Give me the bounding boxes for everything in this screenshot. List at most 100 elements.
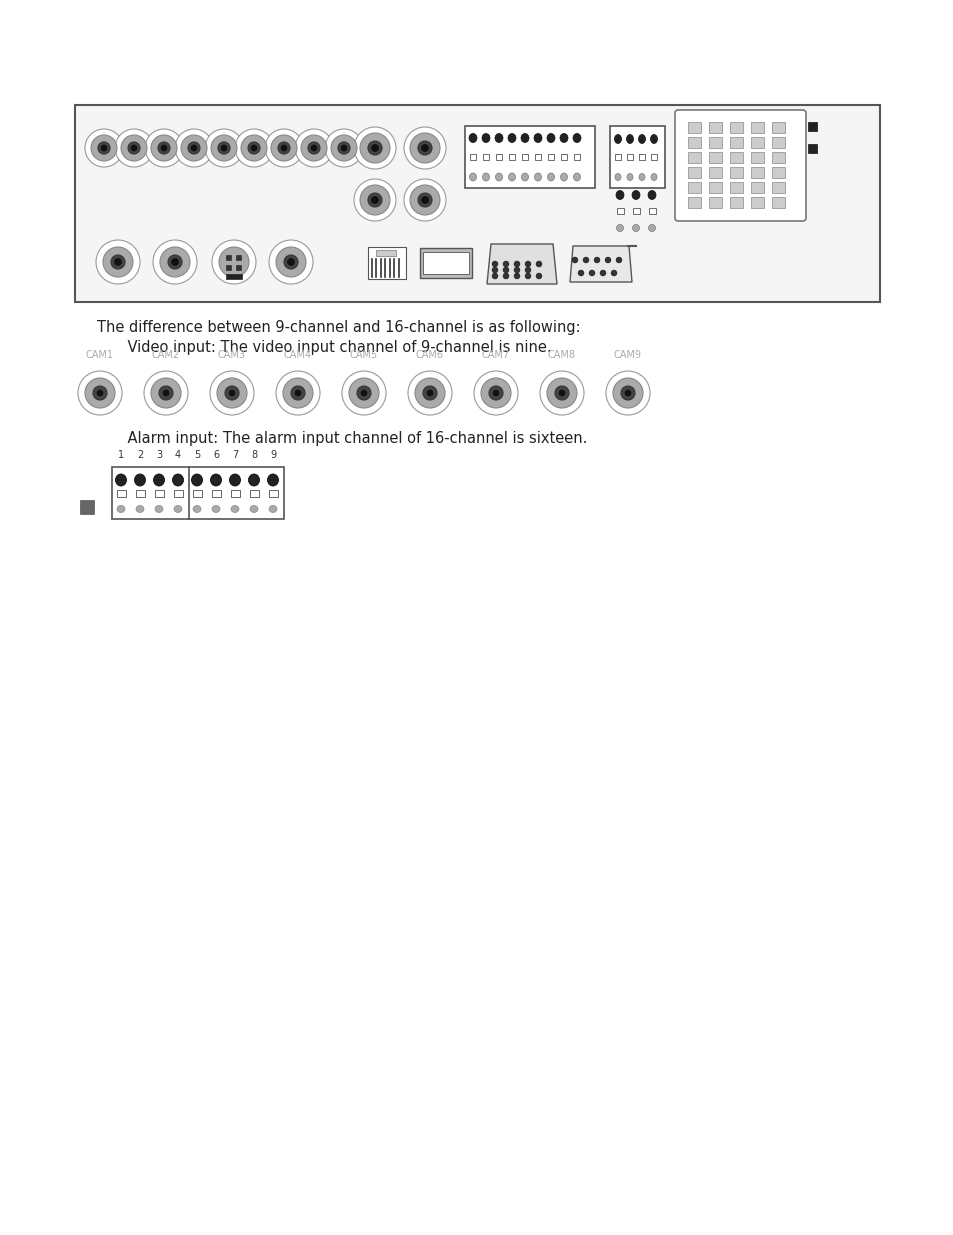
Ellipse shape (520, 133, 529, 142)
Circle shape (427, 390, 433, 396)
Circle shape (151, 135, 177, 161)
Circle shape (92, 387, 107, 400)
Circle shape (311, 144, 316, 151)
Circle shape (103, 247, 132, 277)
Bar (375, 249, 395, 256)
Circle shape (221, 144, 227, 151)
Circle shape (287, 258, 294, 266)
Bar (136, 490, 145, 496)
Circle shape (96, 240, 140, 284)
Bar (226, 254, 231, 261)
Text: CAM4: CAM4 (284, 350, 312, 359)
Circle shape (368, 193, 381, 207)
Bar (419, 248, 472, 278)
Circle shape (354, 127, 395, 169)
Bar (80, 500, 94, 514)
Text: Alarm input: The alarm input channel of 16-channel is sixteen.: Alarm input: The alarm input channel of … (109, 431, 587, 446)
Text: 3: 3 (155, 450, 162, 459)
Circle shape (403, 127, 446, 169)
Bar (648, 207, 656, 214)
Bar (75, 105, 879, 303)
Ellipse shape (153, 474, 164, 487)
Circle shape (294, 128, 333, 167)
Bar (154, 490, 164, 496)
Bar (422, 252, 469, 274)
Ellipse shape (481, 133, 490, 142)
Ellipse shape (172, 474, 183, 487)
Bar (771, 182, 784, 193)
Bar (112, 467, 284, 519)
Ellipse shape (632, 225, 639, 231)
Bar (368, 247, 406, 279)
Circle shape (152, 240, 196, 284)
Circle shape (558, 390, 564, 396)
Ellipse shape (615, 173, 620, 180)
Circle shape (539, 370, 583, 415)
Text: CAM1: CAM1 (86, 350, 113, 359)
Ellipse shape (521, 173, 528, 182)
Circle shape (408, 370, 452, 415)
Circle shape (174, 128, 213, 167)
Text: 6: 6 (213, 450, 219, 459)
Circle shape (588, 270, 595, 275)
Circle shape (241, 135, 267, 161)
Circle shape (514, 261, 519, 267)
Circle shape (219, 247, 249, 277)
Circle shape (85, 128, 123, 167)
Circle shape (480, 378, 511, 408)
Circle shape (308, 142, 319, 154)
Circle shape (191, 144, 196, 151)
Ellipse shape (193, 505, 201, 513)
Bar (807, 144, 816, 153)
Bar (687, 152, 700, 163)
Circle shape (161, 144, 167, 151)
Text: 2: 2 (136, 450, 143, 459)
Ellipse shape (631, 190, 639, 200)
Ellipse shape (614, 135, 620, 143)
Circle shape (605, 370, 649, 415)
Ellipse shape (638, 135, 645, 143)
Circle shape (403, 179, 446, 221)
Ellipse shape (469, 173, 476, 182)
Bar (729, 122, 742, 133)
Ellipse shape (269, 505, 276, 513)
Ellipse shape (647, 190, 656, 200)
Bar (771, 122, 784, 133)
Circle shape (234, 128, 273, 167)
Circle shape (325, 128, 363, 167)
Circle shape (594, 257, 599, 263)
Circle shape (128, 142, 140, 154)
Ellipse shape (495, 133, 502, 142)
Bar (729, 198, 742, 207)
Bar (464, 126, 595, 188)
Text: CAM9: CAM9 (614, 350, 641, 359)
Circle shape (572, 257, 578, 263)
Bar (771, 167, 784, 178)
Circle shape (360, 390, 367, 396)
Bar (626, 154, 633, 161)
Circle shape (546, 378, 577, 408)
Ellipse shape (534, 173, 541, 182)
Bar (750, 137, 763, 148)
Ellipse shape (626, 135, 633, 143)
Bar (521, 154, 527, 161)
Circle shape (277, 142, 290, 154)
Bar (687, 122, 700, 133)
Ellipse shape (230, 474, 240, 487)
Circle shape (536, 261, 541, 267)
Circle shape (340, 144, 347, 151)
Ellipse shape (560, 173, 567, 182)
Bar (708, 198, 721, 207)
Ellipse shape (154, 505, 163, 513)
Circle shape (421, 196, 428, 204)
Bar (729, 167, 742, 178)
FancyBboxPatch shape (675, 110, 805, 221)
Ellipse shape (507, 133, 516, 142)
Ellipse shape (639, 173, 644, 180)
Circle shape (98, 142, 110, 154)
Circle shape (349, 378, 378, 408)
Ellipse shape (508, 173, 515, 182)
Circle shape (620, 387, 635, 400)
Circle shape (271, 135, 296, 161)
Ellipse shape (134, 474, 146, 487)
